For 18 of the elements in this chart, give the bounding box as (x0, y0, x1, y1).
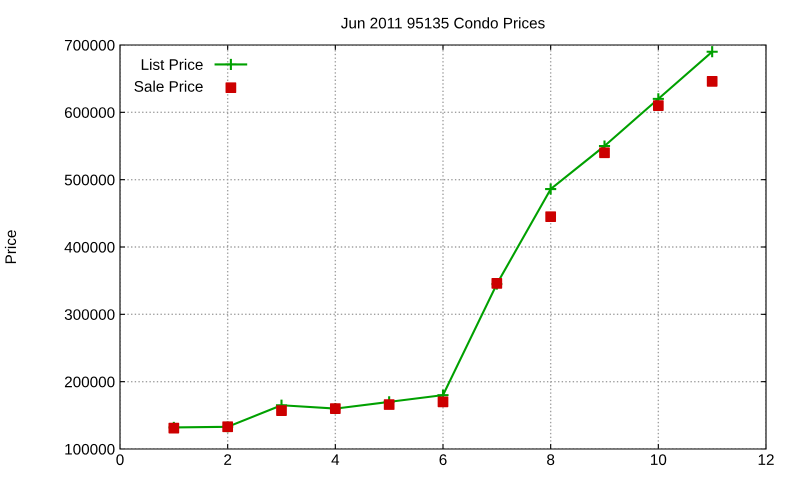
x-tick-label: 10 (651, 454, 666, 466)
y-tick-label: 400000 (64, 242, 115, 253)
x-tick-label: 8 (547, 454, 554, 466)
y-tick-label: 500000 (64, 174, 115, 186)
y-axis-title: Price (4, 230, 16, 264)
x-tick-label: 12 (758, 454, 774, 465)
x-tick-label: 4 (331, 454, 340, 465)
legend-label: Sale Price (134, 80, 203, 92)
y-tick-label: 200000 (64, 376, 115, 388)
x-tick-label: 6 (440, 454, 447, 466)
y-tick-label: 300000 (64, 309, 115, 320)
y-tick-label: 100000 (65, 444, 115, 455)
x-tick-label: 0 (116, 454, 124, 466)
y-tick-label: 600000 (64, 107, 115, 118)
x-tick-label: 2 (224, 454, 232, 465)
chart-title: Jun 2011 95135 Condo Prices (341, 17, 545, 28)
legend-label: List Price (142, 58, 203, 70)
y-tick-label: 700000 (64, 40, 115, 51)
